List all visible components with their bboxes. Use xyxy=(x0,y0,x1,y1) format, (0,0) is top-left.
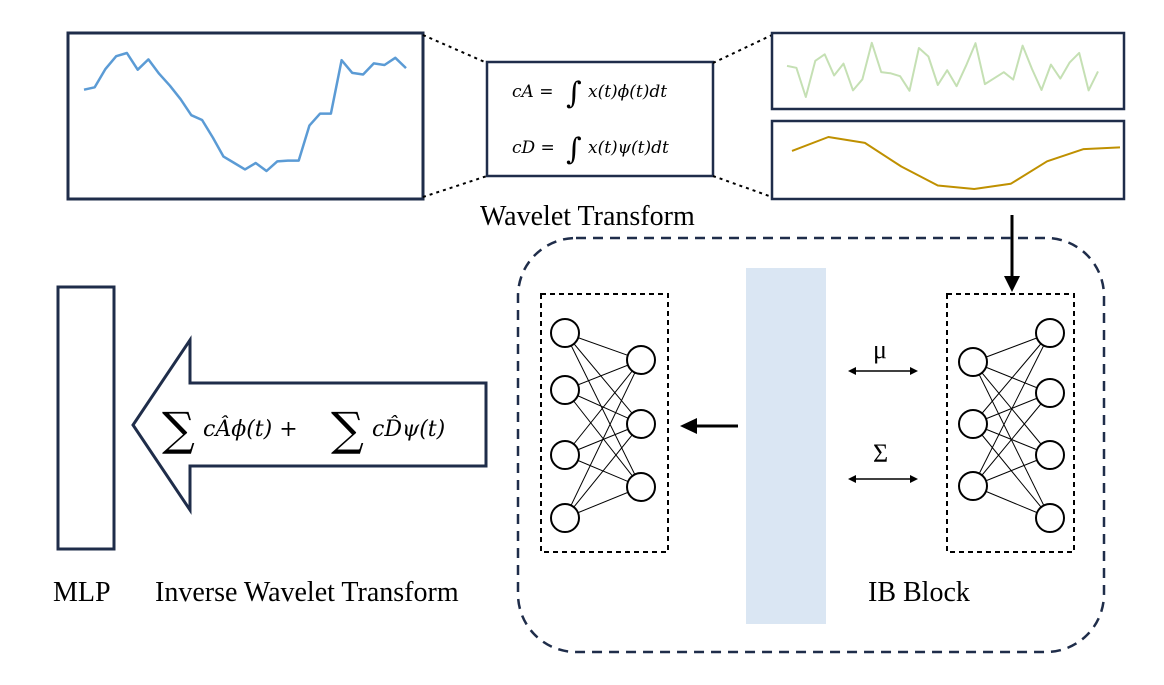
encoder-network xyxy=(958,318,1065,533)
network-edge xyxy=(564,359,642,456)
reconstruction-sum-d: ∑ xyxy=(331,402,364,456)
formula-cd-rhs: x(t)ψ(t)dt xyxy=(588,138,669,158)
network-edge xyxy=(972,332,1051,487)
connector-dotted-bottom-right xyxy=(712,175,773,198)
wavelet-formula-panel xyxy=(485,60,715,178)
network-node xyxy=(550,503,580,533)
network-node xyxy=(958,347,988,377)
network-node xyxy=(1035,503,1065,533)
connector-dotted-bottom-left xyxy=(422,175,488,198)
sigma-arrow-head-left xyxy=(848,475,856,483)
connector-dotted-top-left xyxy=(422,34,488,64)
formula-ca-integral: ∫ xyxy=(566,76,582,111)
mlp-bar xyxy=(56,285,116,551)
latent-bar xyxy=(746,268,826,624)
detail-coefficient-line xyxy=(786,41,1099,98)
network-node xyxy=(626,345,656,375)
network-node xyxy=(626,409,656,439)
input-signal-line xyxy=(83,51,407,173)
network-node xyxy=(1035,440,1065,470)
network-node xyxy=(550,440,580,470)
formula-ca-lhs: cA = xyxy=(512,82,553,102)
reconstruction-term-a: cÂϕ(t) + xyxy=(203,415,298,442)
network-edge xyxy=(564,423,642,519)
reconstruction-term-d: cD̂ψ(t) xyxy=(372,416,445,442)
ib-block-label: IB Block xyxy=(868,577,970,608)
network-edge xyxy=(564,332,642,488)
encoder-network-box xyxy=(946,293,1075,553)
sigma-label: Σ xyxy=(873,439,888,468)
decoder-network-box xyxy=(540,293,669,553)
approximation-coefficient-line xyxy=(791,136,1121,190)
network-node xyxy=(550,375,580,405)
network-edge xyxy=(564,332,642,425)
inverse-wavelet-transform-label: Inverse Wavelet Transform xyxy=(155,577,459,608)
latent-to-decoder-arrow-head xyxy=(680,418,697,434)
network-edge xyxy=(972,332,1051,425)
network-node xyxy=(626,472,656,502)
mlp-label: MLP xyxy=(53,577,111,608)
network-node xyxy=(1035,378,1065,408)
mu-label: μ xyxy=(873,335,887,364)
input-signal-panel xyxy=(66,31,425,201)
connector-dotted-top-right xyxy=(712,34,773,64)
network-edge xyxy=(972,392,1051,487)
formula-cd-lhs: cD = xyxy=(512,138,555,158)
reconstruction-sum-a: ∑ xyxy=(162,402,195,456)
decoder-network xyxy=(550,318,656,533)
network-node xyxy=(1035,318,1065,348)
mu-arrow-head-right xyxy=(910,367,918,375)
wavelet-transform-label: Wavelet Transform xyxy=(480,201,695,232)
network-edge xyxy=(564,359,642,519)
down-arrow-head xyxy=(1004,276,1020,292)
formula-cd-integral: ∫ xyxy=(566,132,582,167)
network-node xyxy=(958,471,988,501)
network-node xyxy=(550,318,580,348)
inverse-transform-arrow xyxy=(131,335,488,515)
sigma-arrow-head-right xyxy=(910,475,918,483)
mu-arrow-head-left xyxy=(848,367,856,375)
formula-ca-rhs: x(t)ϕ(t)dt xyxy=(588,82,667,102)
network-node xyxy=(958,409,988,439)
